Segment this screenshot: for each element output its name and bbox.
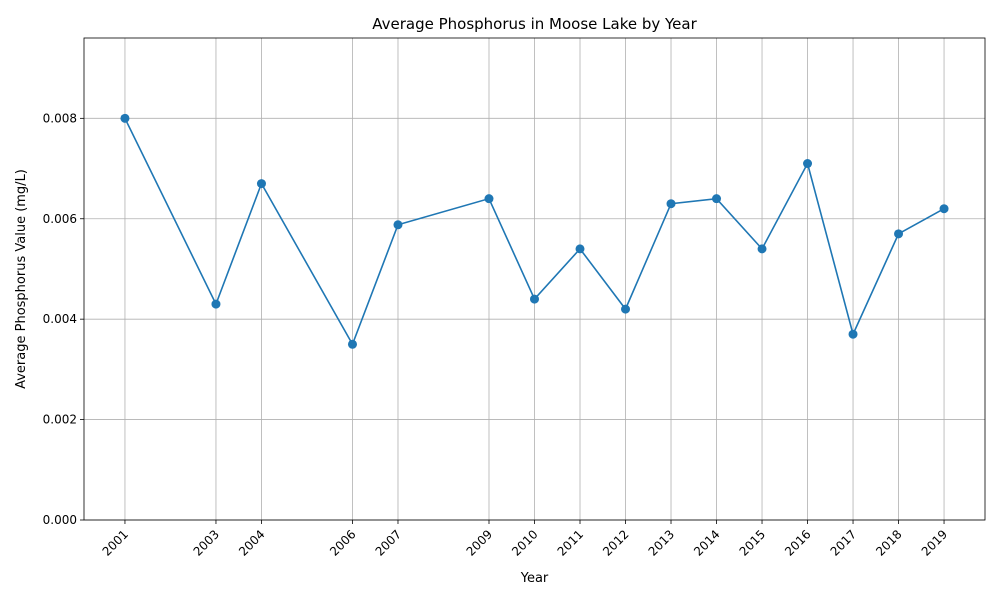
series-line: [124, 117, 945, 347]
data-point: [575, 244, 585, 254]
x-tick-label: 2019: [919, 527, 950, 558]
data-point: [256, 179, 266, 189]
data-point: [712, 194, 722, 204]
x-tick-label: 2009: [464, 527, 495, 558]
grid-layer: [84, 38, 985, 521]
y-axis-label: Average Phosphorus Value (mg/L): [14, 169, 29, 389]
y-tick-label: 0.006: [43, 212, 77, 226]
x-tick-label: 2007: [373, 527, 404, 558]
data-point: [621, 304, 631, 314]
x-tick-label: 2011: [555, 527, 586, 558]
x-tick-label: 2012: [600, 527, 631, 558]
data-point: [848, 329, 858, 339]
x-tick-label: 2006: [327, 527, 358, 558]
data-point: [803, 159, 813, 169]
x-tick-label: 2004: [236, 527, 267, 558]
data-point: [894, 229, 904, 239]
x-tick-label: 2015: [737, 527, 768, 558]
chart-title: Average Phosphorus in Moose Lake by Year: [372, 15, 697, 33]
data-point: [347, 339, 357, 349]
x-tick-label: 2013: [646, 527, 677, 558]
x-tick-label: 2016: [782, 527, 813, 558]
data-point: [120, 113, 130, 123]
data-point: [757, 244, 767, 254]
series-layer: [120, 113, 949, 349]
x-tick-label: 2014: [691, 527, 722, 558]
x-tick-label: 2017: [828, 527, 859, 558]
x-axis-label: Year: [520, 571, 549, 586]
x-tick-label: 2003: [191, 527, 222, 558]
y-tick-label: 0.002: [43, 413, 77, 427]
y-tick-label: 0.000: [43, 513, 77, 527]
data-point: [393, 220, 403, 230]
data-point: [211, 299, 221, 309]
data-point: [939, 204, 949, 214]
ticks-layer: 2001 2003 2004 2006 2007 2009 2010 2011 2012 2013…: [43, 111, 951, 558]
data-point: [530, 294, 539, 304]
y-tick-label: 0.004: [43, 312, 77, 326]
y-tick-label: 0.008: [43, 111, 77, 125]
data-point: [666, 199, 676, 209]
x-tick-label: 2001: [100, 527, 131, 558]
x-tick-label: 2018: [873, 527, 904, 558]
data-point: [484, 194, 494, 204]
x-tick-label: 2010: [509, 527, 540, 558]
